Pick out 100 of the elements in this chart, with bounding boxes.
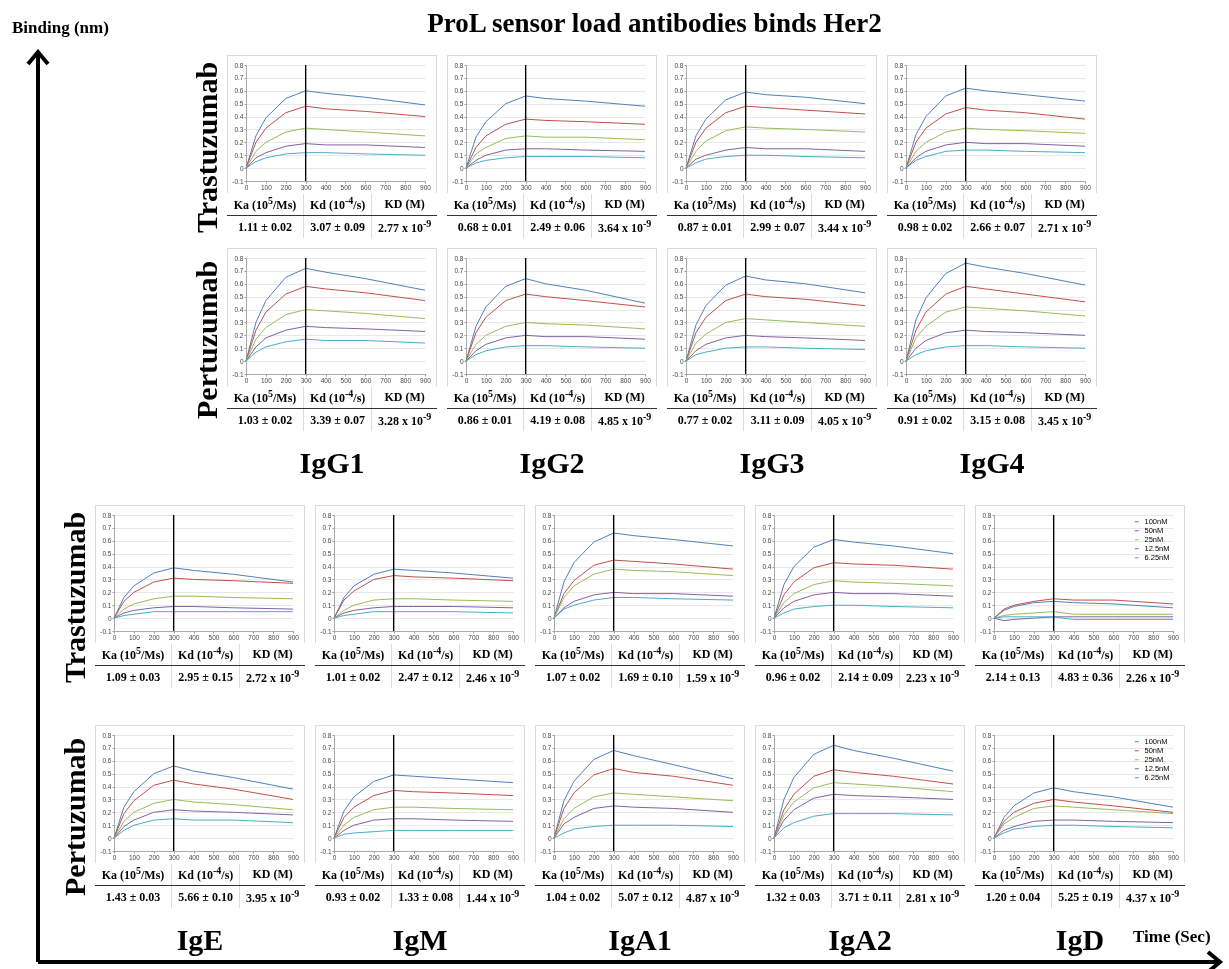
text: 0.93 ± 0.02 — [324, 888, 382, 906]
text: 0.98 ± 0.02 — [896, 218, 954, 236]
text: Ka (10$^{5}$/Ms) — [535, 643, 612, 666]
text: Ka (10$^{5}$/Ms) — [227, 386, 304, 409]
text: Kd (10$^{-4}$/s) — [391, 643, 460, 666]
text: Kd (10$^{-4}$/s) — [831, 863, 900, 886]
line-series — [113, 606, 294, 619]
x-axis-title: IgA2 — [827, 923, 893, 957]
line-series — [245, 338, 426, 362]
line-series — [773, 580, 954, 619]
text: 3.15 ± 0.08 — [963, 408, 1032, 431]
line-series — [773, 604, 954, 619]
text: Ka (10$^{5}$/Ms) — [315, 643, 392, 666]
line-series — [553, 596, 734, 619]
line-series — [685, 293, 866, 362]
line-series — [685, 126, 866, 169]
line-series — [245, 90, 426, 169]
line-series — [245, 309, 426, 362]
line-series — [113, 611, 294, 619]
line-series — [113, 798, 294, 839]
line-series — [113, 577, 294, 619]
line-series — [905, 127, 1086, 169]
line-series — [905, 262, 1086, 362]
y-axis-title: Pertuzumab — [58, 736, 92, 899]
line-series — [465, 156, 646, 169]
line-series — [685, 275, 866, 362]
y-axis-title: Trastuzumab — [58, 510, 92, 685]
line-series — [553, 768, 734, 839]
text: Ka (10$^{5}$/Ms) — [887, 193, 964, 216]
line-series — [773, 782, 954, 839]
text: KD (M) — [679, 643, 745, 666]
text: Ka (10$^{5}$/Ms) — [975, 863, 1052, 886]
text: 2.26 x 10$^{-9}$ — [1119, 665, 1185, 688]
text: 2.23 x 10$^{-9}$ — [899, 665, 965, 688]
text: 3.45 x 10$^{-9}$ — [1031, 408, 1097, 431]
text: 1.03 ± 0.02 — [236, 411, 294, 429]
text: KD (M) — [371, 193, 437, 216]
text: Kd (10$^{-4}$/s) — [831, 643, 900, 666]
line-series — [245, 267, 426, 362]
text: 2.47 ± 0.12 — [391, 665, 460, 688]
text: 3.95 x 10$^{-9}$ — [239, 885, 305, 908]
text: 1.07 ± 0.02 — [544, 668, 602, 686]
text: 2.95 ± 0.15 — [171, 665, 240, 688]
text: KD (M) — [1119, 863, 1185, 886]
text: 5.66 ± 0.10 — [171, 885, 240, 908]
line-series — [773, 793, 954, 839]
line-series — [993, 819, 1174, 839]
line-series — [465, 293, 646, 362]
line-series — [113, 595, 294, 619]
text: KD (M) — [811, 193, 877, 216]
line-series — [993, 805, 1174, 839]
line-series — [685, 154, 866, 169]
line-series — [553, 824, 734, 839]
text: 0.96 ± 0.02 — [764, 668, 822, 686]
text: Kd (10$^{-4}$/s) — [171, 863, 240, 886]
text: 0.77 ± 0.02 — [676, 411, 734, 429]
line-series — [905, 329, 1086, 362]
text: 5.07 ± 0.12 — [611, 885, 680, 908]
x-axis-title: IgG1 — [298, 446, 366, 480]
text: Ka (10$^{5}$/Ms) — [95, 863, 172, 886]
line-series — [773, 813, 954, 839]
text: Kd (10$^{-4}$/s) — [1051, 863, 1120, 886]
line-series — [333, 598, 514, 619]
text: Ka (10$^{5}$/Ms) — [95, 643, 172, 666]
line-series — [905, 149, 1086, 169]
text: 3.39 ± 0.07 — [303, 408, 372, 431]
text: 2.14 ± 0.13 — [984, 668, 1042, 686]
text: 1.32 ± 0.03 — [764, 888, 822, 906]
line-series — [465, 95, 646, 169]
line-series — [465, 345, 646, 362]
text: 4.87 x 10$^{-9}$ — [679, 885, 745, 908]
text: KD (M) — [459, 863, 525, 886]
text: 1.69 ± 0.10 — [611, 665, 680, 688]
text: KD (M) — [239, 863, 305, 886]
text: Kd (10$^{-4}$/s) — [963, 386, 1032, 409]
x-axis-title: IgG4 — [958, 446, 1026, 480]
text: Ka (10$^{5}$/Ms) — [315, 863, 392, 886]
text: 1.43 ± 0.03 — [104, 888, 162, 906]
text: Time (Sec) — [1133, 927, 1211, 947]
text: KD (M) — [371, 386, 437, 409]
line-series — [465, 135, 646, 169]
text: KD (M) — [591, 193, 657, 216]
text: 1.20 ± 0.04 — [984, 888, 1042, 906]
x-axis-title: IgG2 — [518, 446, 586, 480]
text: 3.44 x 10$^{-9}$ — [811, 215, 877, 238]
text: KD (M) — [1031, 386, 1097, 409]
line-series — [773, 591, 954, 619]
text: 5.25 ± 0.19 — [1051, 885, 1120, 908]
text: Kd (10$^{-4}$/s) — [523, 193, 592, 216]
line-series — [113, 818, 294, 839]
text: KD (M) — [1119, 643, 1185, 666]
text: 1.04 ± 0.02 — [544, 888, 602, 906]
text: KD (M) — [899, 863, 965, 886]
x-axis-title: IgA1 — [607, 923, 673, 957]
line-series — [685, 334, 866, 362]
line-series — [465, 334, 646, 362]
text: 3.07 ± 0.09 — [303, 215, 372, 238]
text: Ka (10$^{5}$/Ms) — [447, 386, 524, 409]
line-series — [465, 148, 646, 169]
text: Kd (10$^{-4}$/s) — [391, 863, 460, 886]
